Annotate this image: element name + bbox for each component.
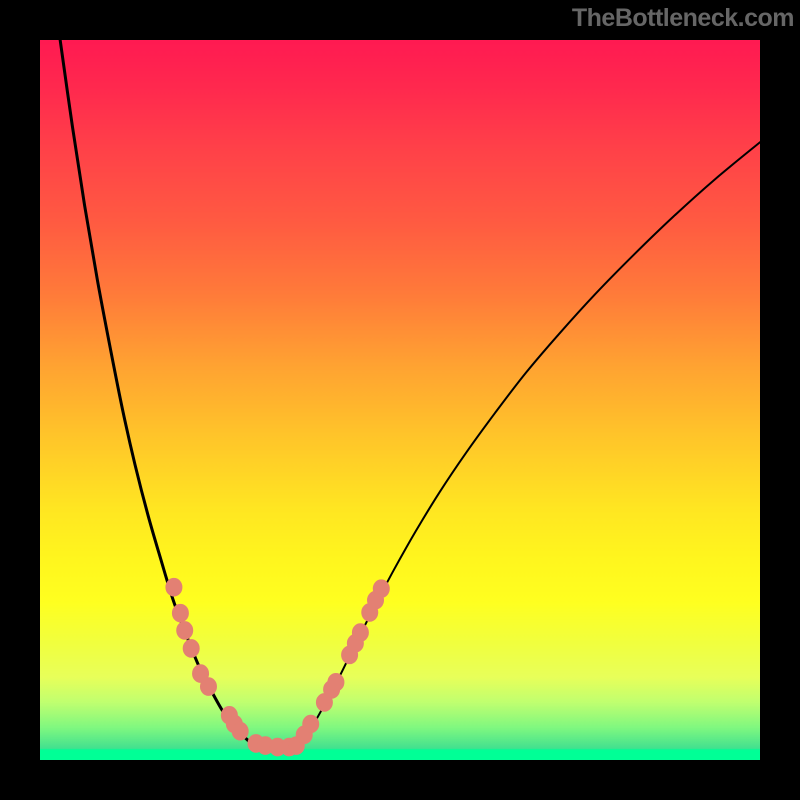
- marker-point: [166, 578, 182, 596]
- marker-point: [177, 622, 193, 640]
- marker-point: [200, 678, 216, 696]
- marker-point: [352, 624, 368, 642]
- marker-point: [328, 673, 344, 691]
- marker-point: [183, 640, 199, 658]
- plot-area: [40, 40, 760, 760]
- watermark-text: TheBottleneck.com: [572, 4, 794, 33]
- marker-point: [303, 715, 319, 733]
- marker-point: [232, 722, 248, 740]
- bottleneck-curve: [40, 40, 760, 760]
- marker-point: [172, 604, 188, 622]
- marker-point: [373, 580, 389, 598]
- curve-right-branch: [296, 142, 760, 750]
- chart-frame: TheBottleneck.com: [0, 0, 800, 800]
- curve-left-branch: [60, 40, 256, 747]
